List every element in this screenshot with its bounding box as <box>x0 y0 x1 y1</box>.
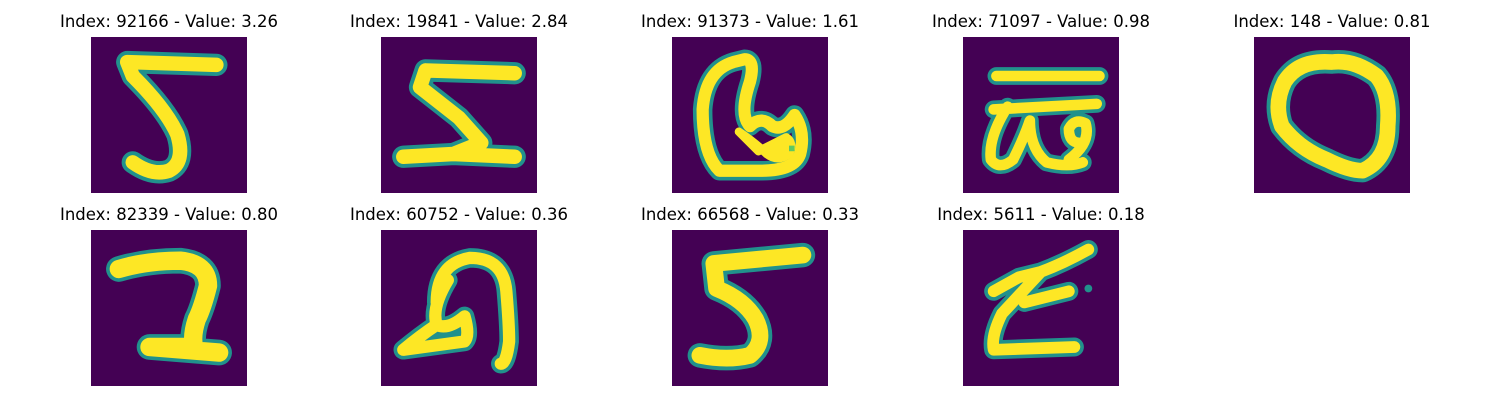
omega-with-bar-image <box>963 37 1119 193</box>
loop-with-blob-image <box>672 37 828 193</box>
panel-title: Index: 91373 - Value: 1.61 <box>640 12 859 31</box>
reversed-2-image <box>91 230 247 386</box>
panel-title: Index: 19841 - Value: 2.84 <box>349 12 568 31</box>
image-panel-5: Index: 148 - Value: 0.81 <box>1233 12 1431 193</box>
image-panel-1: Index: 92166 - Value: 3.26 <box>60 12 278 193</box>
image-panel-4: Index: 71097 - Value: 0.98 <box>932 12 1150 193</box>
image-panel-2: Index: 19841 - Value: 2.84 <box>350 12 568 193</box>
digit-5-image <box>91 37 247 193</box>
image-panel-8: Index: 66568 - Value: 0.33 <box>641 205 859 386</box>
image-panel-3: Index: 91373 - Value: 1.61 <box>641 12 859 193</box>
image-panel-7: Index: 60752 - Value: 0.36 <box>350 205 568 386</box>
glyph-strokes <box>116 50 228 184</box>
panel-title: Index: 92166 - Value: 3.26 <box>59 12 278 31</box>
image-panel-6: Index: 82339 - Value: 0.80 <box>60 205 278 386</box>
panel-title: Index: 60752 - Value: 0.36 <box>349 205 568 224</box>
z-like-image <box>963 230 1119 386</box>
digit-0-like-image <box>1254 37 1410 193</box>
panel-title: Index: 82339 - Value: 0.80 <box>59 205 278 224</box>
panel-title: Index: 66568 - Value: 0.33 <box>640 205 859 224</box>
panel-title: Index: 148 - Value: 0.81 <box>1233 12 1431 31</box>
panel-title: Index: 5611 - Value: 0.18 <box>937 205 1145 224</box>
image-panel-9: Index: 5611 - Value: 0.18 <box>937 205 1145 386</box>
digit-z-like-image <box>381 37 537 193</box>
digit-5-image <box>672 230 828 386</box>
curly-n-image <box>381 230 537 386</box>
panel-title: Index: 71097 - Value: 0.98 <box>931 12 1150 31</box>
